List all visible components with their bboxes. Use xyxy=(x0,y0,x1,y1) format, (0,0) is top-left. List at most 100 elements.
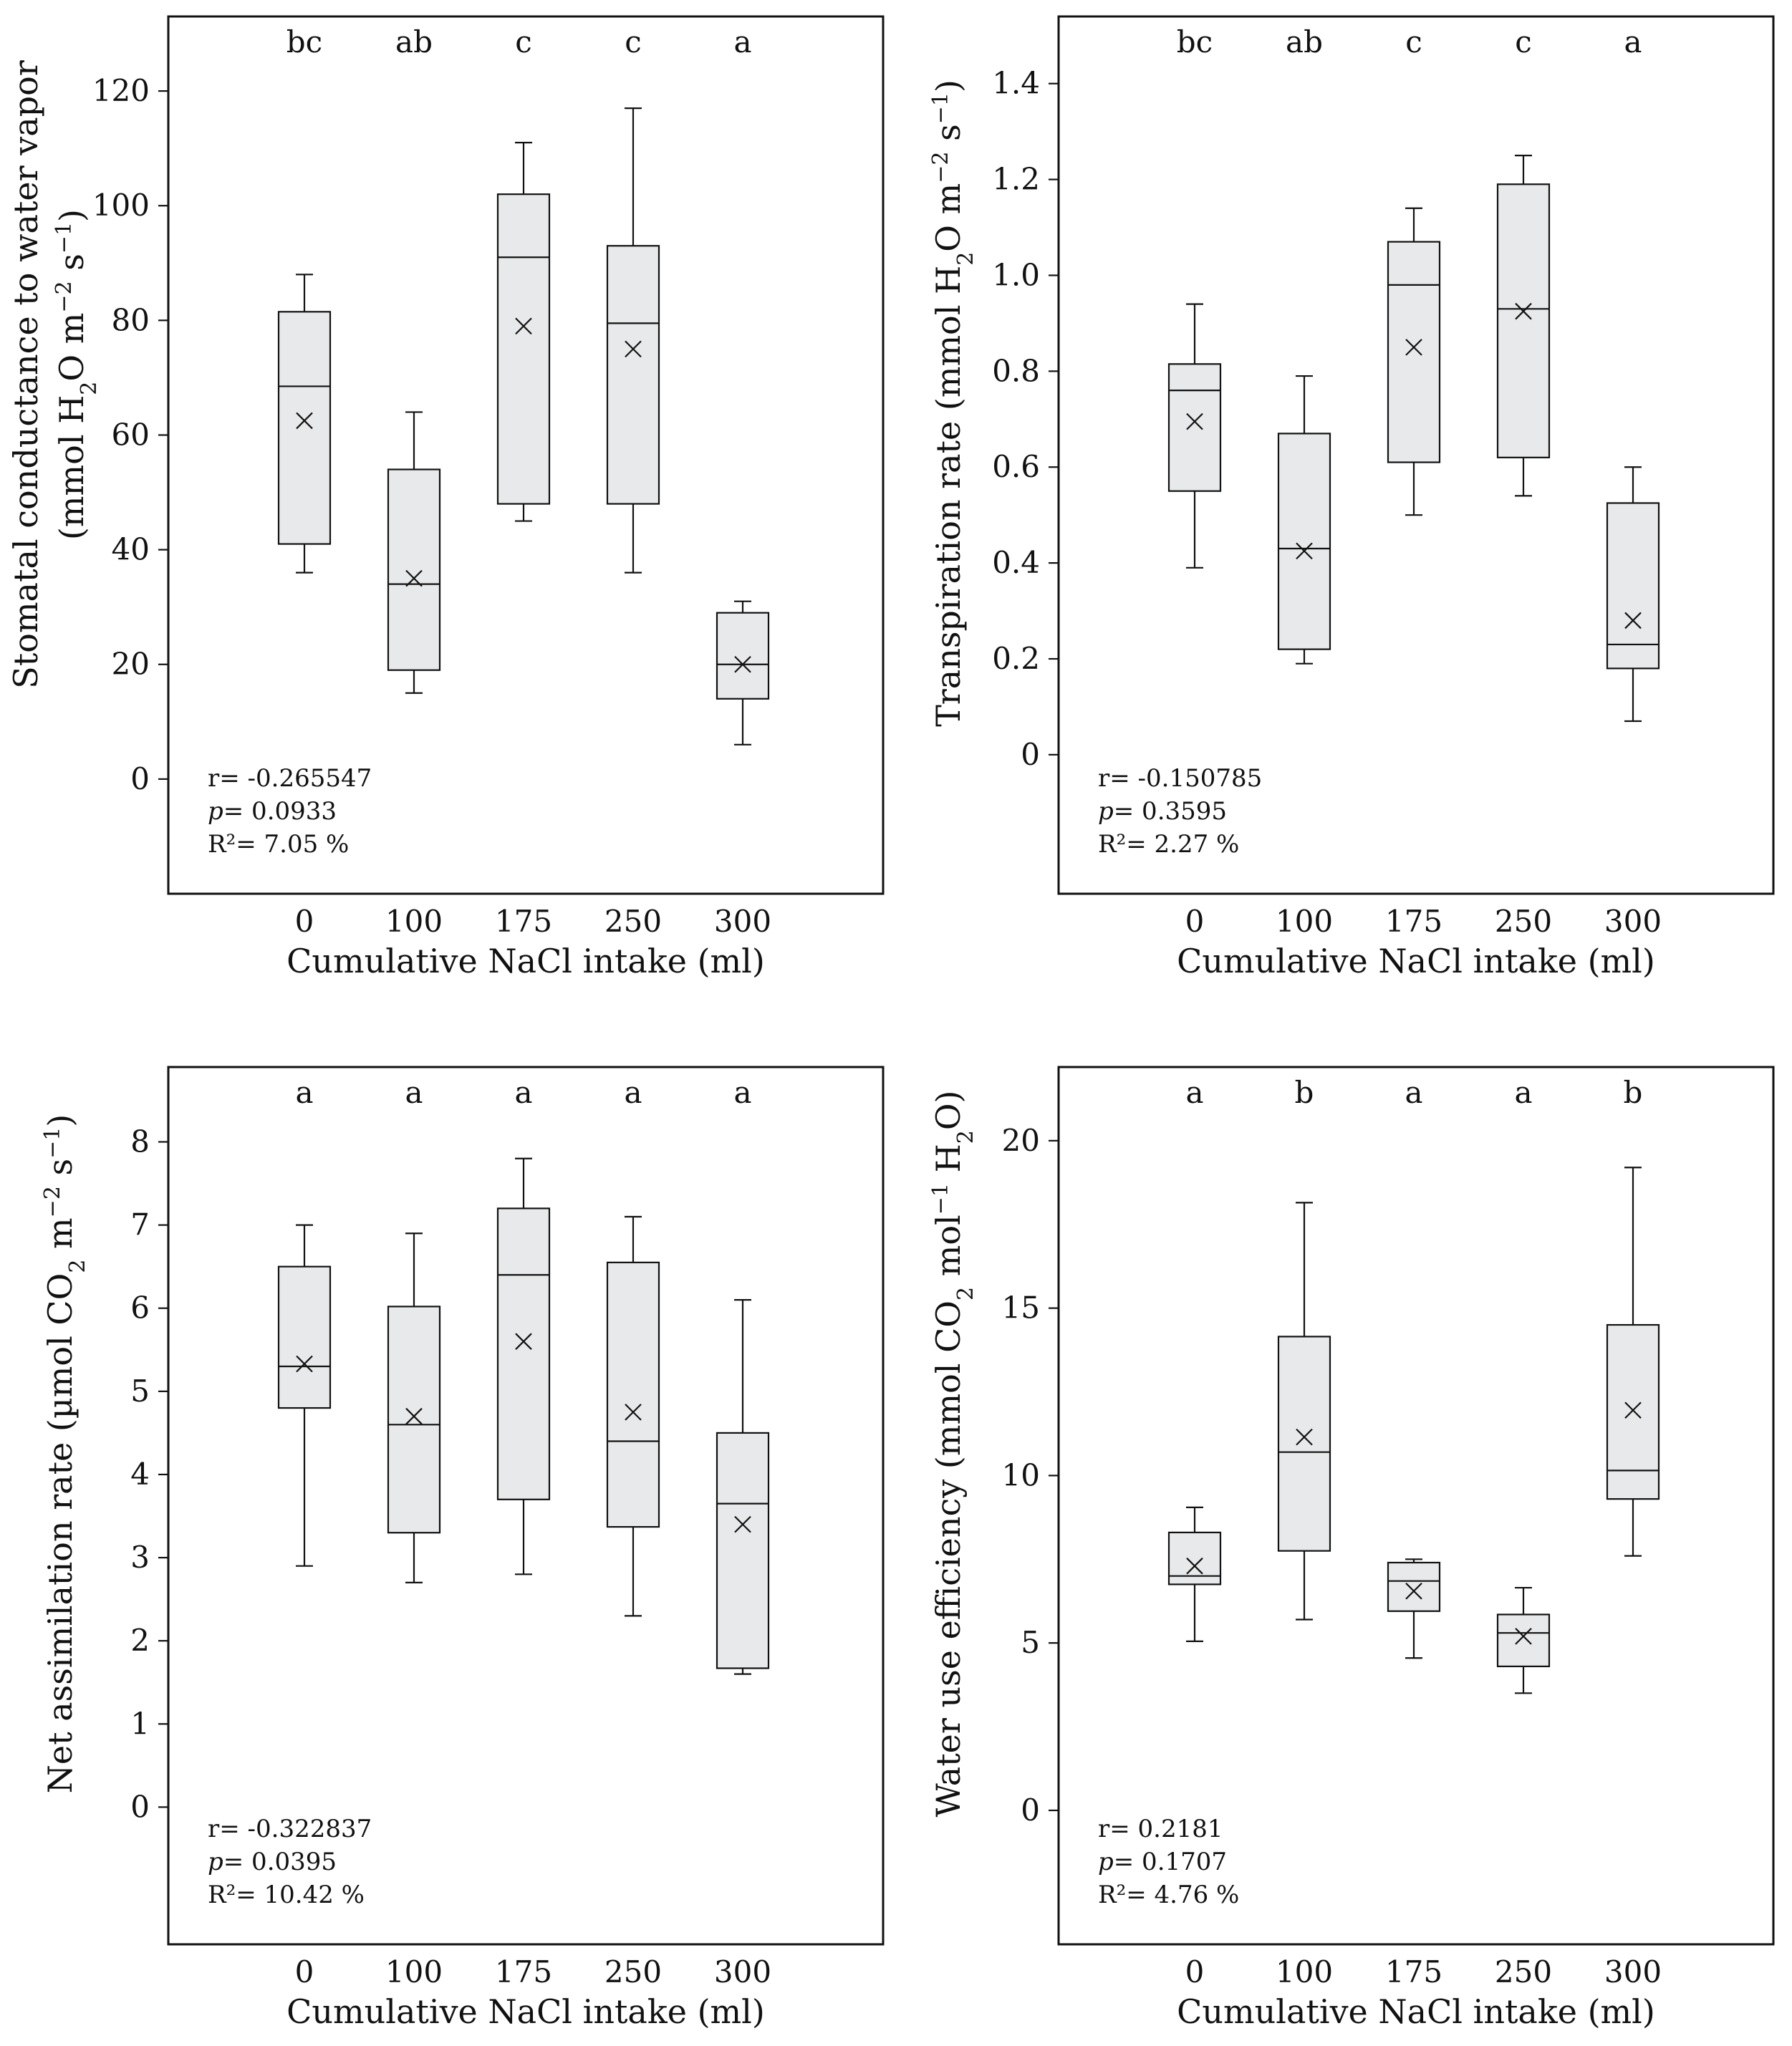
y-tick-label: 1 xyxy=(130,1706,150,1741)
y-tick-label: 0.2 xyxy=(992,641,1040,676)
x-tick-label: 250 xyxy=(604,904,662,939)
y-tick-label: 0.8 xyxy=(992,353,1040,388)
stats-r2: R²= 2.27 % xyxy=(1098,830,1239,859)
y-axis-title: Water use efficiency (mmol CO2 mol−1 H2O… xyxy=(928,1090,978,1817)
box xyxy=(496,193,551,505)
box xyxy=(1167,363,1222,492)
box xyxy=(1277,433,1331,650)
x-tick-label: 250 xyxy=(1495,904,1552,939)
chart-3: 0 1 2 3 4 5 6 7 8 0 a 100 a 175 a 250 a 300 a Cumulative Na… xyxy=(40,1066,885,2031)
y-tick-label: 10 xyxy=(1002,1457,1040,1492)
mean-marker xyxy=(1296,542,1313,560)
y-tick-label: 20 xyxy=(1002,1123,1040,1158)
significance-letter: a xyxy=(624,1075,642,1110)
stats-p: p= 0.0395 xyxy=(208,1848,337,1876)
significance-letter: c xyxy=(625,24,642,59)
stats-r2: R²= 7.05 % xyxy=(208,830,349,859)
y-tick-label: 20 xyxy=(112,647,150,682)
plot-frame xyxy=(167,15,885,895)
x-tick-label: 175 xyxy=(1385,1954,1442,1989)
mean-marker xyxy=(1515,1628,1532,1645)
mean-marker xyxy=(734,1515,751,1533)
y-tick-label: 1.0 xyxy=(992,257,1040,292)
x-tick-label: 175 xyxy=(495,904,552,939)
chart-4: 0 5 10 15 20 0 a 100 b 175 a 250 a 300 b Cumulative NaC… xyxy=(928,1066,1775,2031)
mean-marker xyxy=(1405,339,1422,356)
chart-2: 0 0.2 0.4 0.6 0.8 1.0 1.2 1.4 0 bc 100 ab 175 c 250 c 30… xyxy=(928,15,1775,980)
significance-letter: bc xyxy=(286,24,322,59)
y-tick-label: 5 xyxy=(1021,1625,1040,1660)
y-tick-label: 7 xyxy=(130,1207,150,1242)
mean-marker xyxy=(734,655,751,673)
box xyxy=(1606,502,1660,670)
significance-letter: a xyxy=(405,1075,423,1110)
significance-letter: bc xyxy=(1177,24,1213,59)
x-tick-label: 175 xyxy=(1385,904,1442,939)
x-tick-label: 300 xyxy=(714,1954,771,1989)
stats-p: p= 0.3595 xyxy=(1098,797,1227,826)
y-tick-label: 0.6 xyxy=(992,449,1040,484)
x-tick-label: 100 xyxy=(1276,1954,1333,1989)
mean-marker xyxy=(625,1404,642,1421)
mean-marker xyxy=(625,340,642,358)
y-tick-label: 2 xyxy=(130,1623,150,1658)
significance-letter: a xyxy=(1185,1075,1203,1110)
significance-letter: b xyxy=(1624,1075,1643,1110)
x-tick-label: 250 xyxy=(1495,1954,1552,1989)
y-axis-title: Net assimilation rate (µmol CO2 m−2 s−1) xyxy=(40,1114,90,1794)
box xyxy=(277,311,332,545)
stats-r: r= -0.322837 xyxy=(208,1815,372,1843)
mean-marker xyxy=(296,412,313,430)
x-tick-label: 300 xyxy=(1604,904,1662,939)
mean-marker xyxy=(296,1355,313,1373)
x-axis-title: Cumulative NaCl intake (ml) xyxy=(286,942,765,980)
box xyxy=(1496,1613,1551,1668)
stats-r2: R²= 4.76 % xyxy=(1098,1881,1239,1909)
significance-letter: a xyxy=(733,24,751,59)
significance-letter: c xyxy=(1405,24,1422,59)
y-tick-label: 1.2 xyxy=(992,162,1040,197)
x-tick-label: 100 xyxy=(385,1954,443,1989)
mean-marker xyxy=(1186,1557,1203,1575)
mean-marker xyxy=(1296,1428,1313,1446)
y-tick-label: 80 xyxy=(112,302,150,337)
x-axis-title: Cumulative NaCl intake (ml) xyxy=(1177,942,1655,980)
significance-letter: c xyxy=(515,24,532,59)
y-axis-title-line1: Stomatal conductance to water vapor xyxy=(6,60,45,689)
y-tick-label: 120 xyxy=(92,73,150,108)
x-axis-title: Cumulative NaCl intake (ml) xyxy=(286,1992,765,2031)
y-tick-label: 0.4 xyxy=(992,545,1040,580)
significance-letter: a xyxy=(1405,1075,1422,1110)
mean-marker xyxy=(1405,1582,1422,1600)
mean-marker xyxy=(515,1333,532,1350)
mean-marker xyxy=(1186,412,1203,430)
y-tick-label: 0 xyxy=(130,1789,150,1824)
x-tick-label: 100 xyxy=(1276,904,1333,939)
box xyxy=(496,1207,551,1500)
box xyxy=(1387,1561,1441,1612)
stats-r: r= -0.265547 xyxy=(208,764,372,793)
plot-frame xyxy=(1057,15,1775,895)
box xyxy=(716,612,770,700)
significance-letter: a xyxy=(1514,1075,1532,1110)
x-tick-label: 0 xyxy=(1185,904,1205,939)
box xyxy=(1496,183,1551,458)
y-axis-title: Transpiration rate (mmol H2O m−2 s−1) xyxy=(928,79,978,727)
y-tick-label: 1.4 xyxy=(992,66,1040,101)
x-tick-label: 0 xyxy=(1185,1954,1205,1989)
x-axis-title: Cumulative NaCl intake (ml) xyxy=(1177,1992,1655,2031)
box xyxy=(606,245,660,505)
mean-marker xyxy=(1624,612,1642,629)
y-tick-label: 4 xyxy=(130,1457,150,1492)
stats-p: p= 0.1707 xyxy=(1098,1848,1227,1876)
chart-1: 0 20 40 60 80 100 120 0 bc 100 ab 175 c 250 c 300 a Cumul… xyxy=(6,15,885,980)
y-tick-label: 5 xyxy=(130,1374,150,1409)
box xyxy=(387,1306,441,1534)
box xyxy=(1387,241,1441,463)
y-tick-label: 8 xyxy=(130,1124,150,1159)
box xyxy=(1277,1336,1331,1552)
y-tick-label: 3 xyxy=(130,1540,150,1575)
y-tick-label: 0 xyxy=(1021,737,1040,772)
